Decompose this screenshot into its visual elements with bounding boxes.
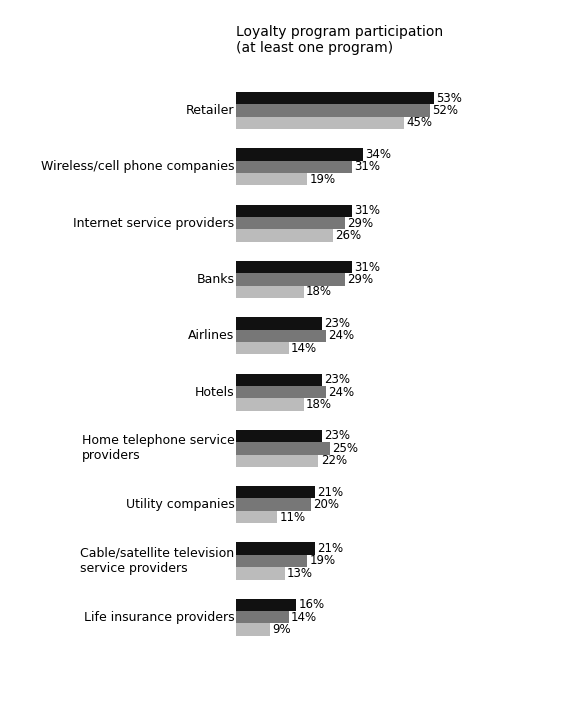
Bar: [236, 105, 430, 117]
Text: 29%: 29%: [347, 217, 373, 230]
Text: 52%: 52%: [432, 104, 458, 117]
Text: 22%: 22%: [321, 454, 347, 467]
Bar: [236, 205, 352, 217]
Bar: [236, 161, 352, 173]
Bar: [236, 229, 333, 242]
Bar: [236, 542, 315, 554]
Text: 24%: 24%: [328, 329, 354, 342]
Bar: [236, 454, 319, 467]
Text: Retailer: Retailer: [186, 104, 235, 117]
Text: Home telephone service
providers: Home telephone service providers: [82, 434, 235, 462]
Text: 23%: 23%: [324, 373, 350, 386]
Text: 24%: 24%: [328, 386, 354, 399]
Bar: [236, 398, 303, 411]
Text: 34%: 34%: [365, 148, 391, 161]
Text: 31%: 31%: [354, 160, 380, 173]
Text: 53%: 53%: [436, 92, 462, 105]
Text: 23%: 23%: [324, 317, 350, 330]
Bar: [236, 511, 278, 523]
Text: 21%: 21%: [317, 542, 343, 555]
Bar: [236, 261, 352, 273]
Text: 19%: 19%: [310, 173, 336, 186]
Text: 11%: 11%: [280, 510, 306, 523]
Bar: [236, 329, 326, 342]
Text: Life insurance providers: Life insurance providers: [84, 611, 235, 624]
Text: 13%: 13%: [287, 567, 313, 580]
Text: Airlines: Airlines: [189, 329, 235, 342]
Text: 18%: 18%: [306, 286, 332, 298]
Bar: [236, 342, 289, 354]
Bar: [236, 117, 404, 129]
Text: 23%: 23%: [324, 430, 350, 443]
Text: 9%: 9%: [272, 623, 291, 636]
Bar: [236, 554, 307, 567]
Text: 31%: 31%: [354, 204, 380, 217]
Bar: [236, 173, 307, 185]
Bar: [236, 567, 285, 580]
Text: 14%: 14%: [291, 611, 317, 624]
Text: Hotels: Hotels: [195, 386, 235, 399]
Text: Loyalty program participation
(at least one program): Loyalty program participation (at least …: [236, 25, 444, 55]
Text: 19%: 19%: [310, 554, 336, 567]
Bar: [236, 624, 270, 636]
Text: 14%: 14%: [291, 342, 317, 355]
Text: 16%: 16%: [298, 598, 324, 611]
Text: Utility companies: Utility companies: [126, 498, 235, 511]
Text: 45%: 45%: [406, 117, 432, 130]
Text: 18%: 18%: [306, 398, 332, 411]
Bar: [236, 317, 322, 329]
Bar: [236, 430, 322, 442]
Text: 29%: 29%: [347, 273, 373, 286]
Bar: [236, 442, 329, 454]
Text: 31%: 31%: [354, 260, 380, 273]
Text: 21%: 21%: [317, 486, 343, 499]
Bar: [236, 92, 434, 105]
Bar: [236, 486, 315, 498]
Text: 26%: 26%: [336, 229, 361, 242]
Text: 25%: 25%: [332, 442, 358, 455]
Text: Wireless/cell phone companies: Wireless/cell phone companies: [41, 160, 235, 173]
Text: Banks: Banks: [196, 273, 235, 286]
Text: Internet service providers: Internet service providers: [74, 217, 235, 230]
Bar: [236, 217, 345, 229]
Bar: [236, 373, 322, 386]
Bar: [236, 273, 345, 286]
Bar: [236, 386, 326, 398]
Bar: [236, 286, 303, 298]
Bar: [236, 611, 289, 624]
Bar: [236, 149, 363, 161]
Bar: [236, 598, 296, 611]
Bar: [236, 498, 311, 511]
Text: Cable/satellite television
service providers: Cable/satellite television service provi…: [81, 547, 235, 575]
Text: 20%: 20%: [313, 498, 339, 511]
